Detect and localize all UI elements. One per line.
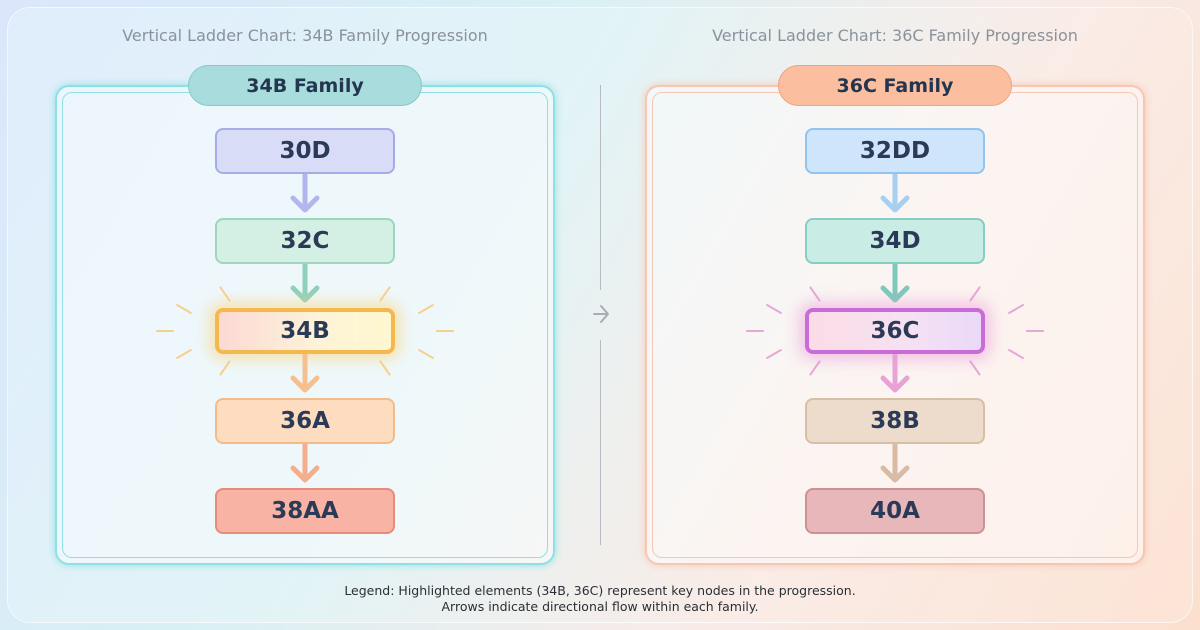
- ladder-node: 40A: [805, 488, 985, 534]
- glow-ray: [746, 330, 764, 332]
- ladder-node: 36A: [215, 398, 395, 444]
- arrow-down-icon: [290, 264, 320, 303]
- ladder-node: 38B: [805, 398, 985, 444]
- ladder-node: 38AA: [215, 488, 395, 534]
- arrow-down-icon: [880, 444, 910, 483]
- panel-title: Vertical Ladder Chart: 36C Family Progre…: [712, 26, 1078, 45]
- arrow-down-icon: [880, 174, 910, 213]
- arrow-down-icon: [290, 174, 320, 213]
- glow-ray: [436, 330, 454, 332]
- ladder-node: 30D: [215, 128, 395, 174]
- ladder-node: 34B: [215, 308, 395, 354]
- legend-line-1: Legend: Highlighted elements (34B, 36C) …: [344, 583, 856, 598]
- divider-bottom: [600, 340, 601, 545]
- glow-ray: [156, 330, 174, 332]
- ladder-node: 34D: [805, 218, 985, 264]
- legend-line-2: Arrows indicate directional flow within …: [441, 599, 759, 614]
- ladder-node: 32DD: [805, 128, 985, 174]
- legend: Legend: Highlighted elements (34B, 36C) …: [0, 583, 1200, 615]
- ladder-node: 36C: [805, 308, 985, 354]
- ladder-node: 32C: [215, 218, 395, 264]
- chevron-right-icon: [593, 305, 609, 323]
- family-header: 36C Family: [778, 65, 1012, 106]
- arrow-down-icon: [880, 264, 910, 303]
- arrow-down-icon: [880, 354, 910, 393]
- panel-title: Vertical Ladder Chart: 34B Family Progre…: [122, 26, 488, 45]
- arrow-down-icon: [290, 444, 320, 483]
- family-header: 34B Family: [188, 65, 422, 106]
- arrow-down-icon: [290, 354, 320, 393]
- divider-top: [600, 85, 601, 290]
- glow-ray: [1026, 330, 1044, 332]
